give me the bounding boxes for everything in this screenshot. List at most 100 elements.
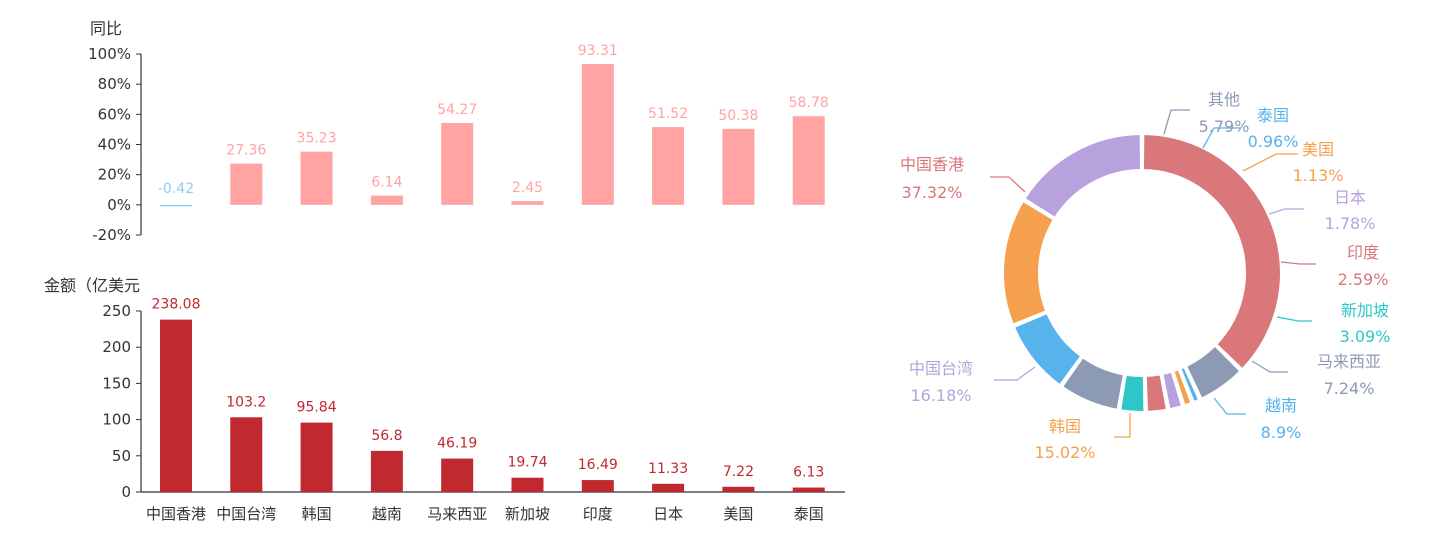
donut-leader-line [1276,316,1312,322]
top-chart-data-label: 35.23 [297,131,337,147]
donut-slice-name: 马来西亚 [1317,352,1381,371]
top-chart-data-label: 50.38 [718,108,758,124]
top-chart-data-label: 54.27 [437,102,477,118]
donut-slice-percent: 15.02% [1034,443,1095,462]
top-chart-y-axis-title: 同比 [90,19,122,38]
top-chart-bar [792,116,825,205]
bottom-chart-y-tick-label: 150 [102,374,131,392]
bottom-chart-data-label: 46.19 [437,436,477,452]
donut-slice [1012,311,1083,387]
donut-slice [1060,355,1126,411]
bottom-chart-bar [792,487,825,492]
top-chart-bar [441,122,474,205]
donut-slice [1002,199,1056,326]
donut-slice [1184,344,1242,400]
top-chart-y-tick-label: 100% [88,45,131,63]
top-chart-bar [300,151,333,205]
donut-leader-line [1242,153,1298,172]
top-chart-bar [511,201,544,205]
top-chart-y-tick-label: 0% [107,196,131,214]
top-chart-bar [160,204,192,207]
donut-slice [1023,132,1143,220]
bottom-chart-data-label: 19.74 [507,455,547,471]
donut-slice-percent: 3.09% [1340,327,1391,346]
top-chart-y-tick-label: 40% [98,136,131,154]
top-chart-bar [581,64,614,205]
top-chart-data-label: 2.45 [512,180,543,196]
donut-slice-name: 美国 [1302,140,1334,159]
donut-slice [1141,132,1282,371]
bottom-chart-x-tick-label: 马来西亚 [427,505,487,523]
donut-slice-percent: 1.13% [1293,166,1344,185]
top-chart-data-label: 51.52 [648,106,688,122]
top-chart-data-label: -0.42 [158,181,194,197]
donut-slice-percent: 0.96% [1248,132,1299,151]
top-chart-data-label: 27.36 [226,143,266,159]
bottom-chart-data-label: 7.22 [723,464,754,480]
bottom-chart-data-label: 16.49 [578,457,618,473]
bottom-chart-y-axis-title: 金额（亿美元 [44,276,140,295]
bottom-chart-x-tick-label: 新加坡 [505,505,550,523]
top-chart-y-tick-label: 80% [98,75,131,93]
top-chart-bar [370,195,403,205]
bottom-chart-bar [581,480,614,492]
donut-slice-percent: 2.59% [1338,270,1389,289]
donut-slice-name: 中国台湾 [909,359,973,378]
bottom-chart-bar [511,477,544,492]
donut-slice [1179,365,1201,404]
bottom-chart-data-label: 56.8 [371,428,402,444]
top-chart-y-tick-label: 20% [98,166,131,184]
bottom-chart-x-tick-label: 中国台湾 [216,505,276,523]
bottom-chart-y-tick-label: 250 [102,302,131,320]
bottom-chart-x-tick-label: 印度 [583,505,613,523]
bottom-chart-x-tick-label: 日本 [653,505,683,523]
bottom-chart-x-tick-label: 中国香港 [146,505,206,523]
donut-slice [1161,370,1184,411]
top-chart-y-tick-label: -20% [92,226,131,244]
donut-leader-line [1163,109,1190,135]
donut-slice-name: 越南 [1265,396,1297,415]
top-chart-y-tick-label: 60% [98,105,131,123]
top-chart-bar [652,127,685,205]
top-chart-data-label: 93.31 [578,43,618,59]
donut-slice-percent: 37.32% [901,183,962,202]
bottom-chart-x-tick-label: 泰国 [794,505,824,523]
bottom-chart-data-label: 11.33 [648,461,688,477]
top-chart-bar [230,163,263,205]
bottom-chart-y-tick-label: 100 [102,411,131,429]
donut-slice-percent: 5.79% [1199,117,1250,136]
donut-leader-line [994,366,1036,381]
bottom-chart-data-label: 95.84 [297,400,337,416]
bottom-chart-data-label: 6.13 [793,465,824,481]
donut-slice-name: 新加坡 [1341,301,1389,320]
bottom-chart-bar [300,422,333,492]
bottom-chart-bar [160,319,192,492]
top-chart-data-label: 58.78 [789,95,829,111]
donut-slice [1172,367,1193,407]
bottom-chart-x-tick-label: 越南 [372,505,402,523]
donut-leader-line [1280,261,1316,265]
donut-leader-line [1202,127,1240,149]
donut-leader-line [1114,413,1131,438]
donut-leader-line [1251,360,1288,373]
bottom-chart-y-tick-label: 50 [112,447,131,465]
donut-slice-percent: 7.24% [1324,379,1375,398]
bottom-chart-bar [441,458,474,492]
bottom-chart-y-tick-label: 0 [121,483,131,501]
donut-slice-name: 日本 [1334,188,1366,207]
bottom-chart-data-label: 238.08 [152,297,201,313]
bottom-chart-x-tick-label: 美国 [723,505,753,523]
donut-leader-line [1213,397,1246,415]
donut-slice-name: 其他 [1208,90,1240,109]
donut-slice-name: 中国香港 [900,155,964,174]
donut-slice-percent: 16.18% [910,386,971,405]
bottom-chart-bar [722,486,755,492]
donut-slice-percent: 8.9% [1261,423,1302,442]
donut-slice-name: 泰国 [1257,106,1289,125]
bottom-chart-bar [230,417,263,492]
bottom-chart-x-tick-label: 韩国 [302,505,332,523]
donut-slice-name: 韩国 [1049,417,1081,436]
top-chart-bar [722,128,755,205]
